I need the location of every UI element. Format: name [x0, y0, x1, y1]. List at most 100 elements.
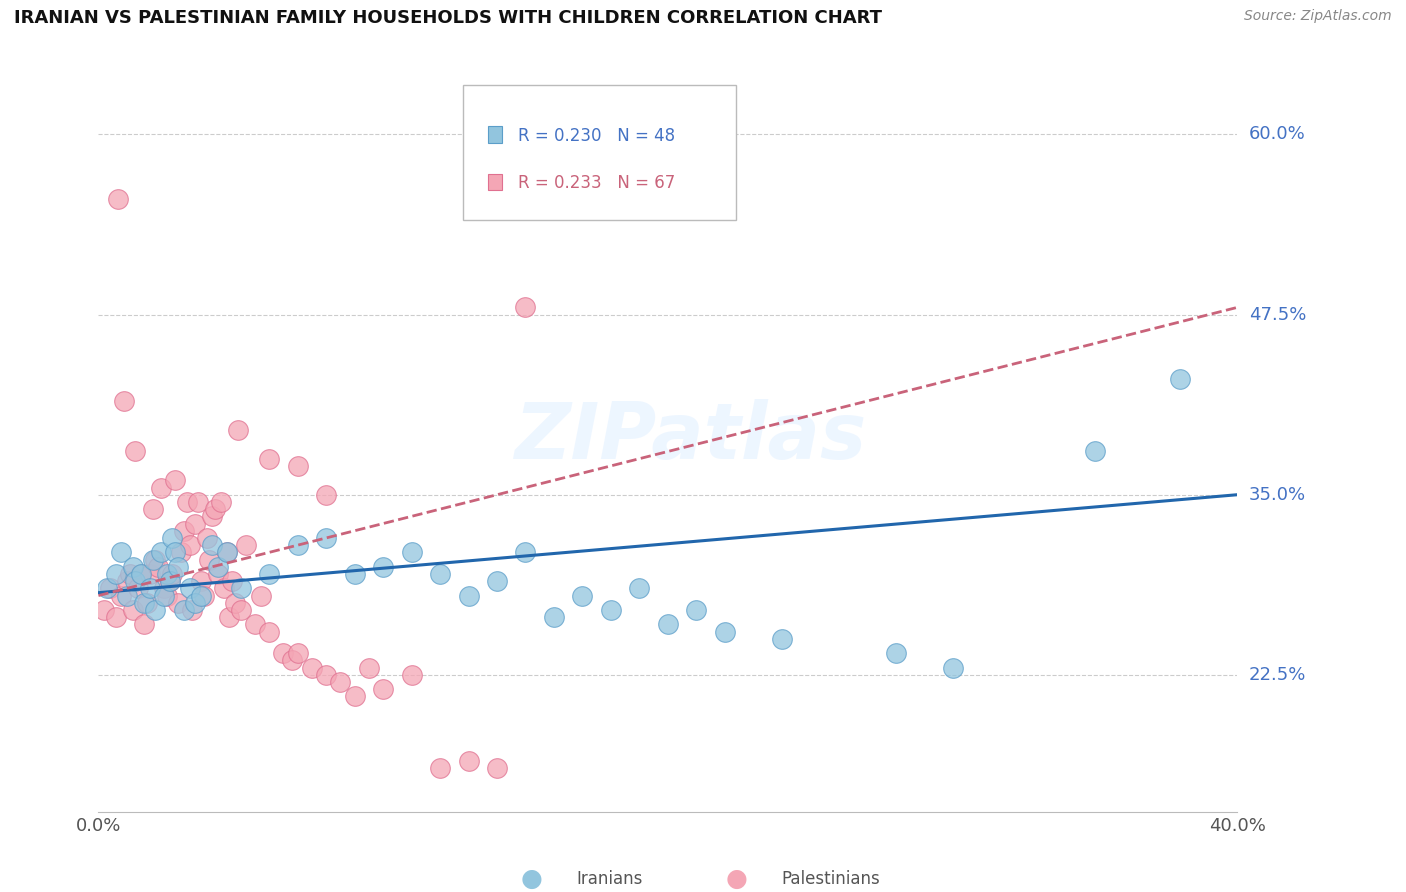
Point: [138, 582, 160, 596]
Point: [315, 531, 337, 545]
Point: [167, 559, 190, 574]
Point: [281, 653, 304, 667]
Point: [187, 495, 209, 509]
Point: [215, 545, 238, 559]
Text: ●: ●: [520, 867, 543, 891]
Text: ZIPatlas: ZIPatlas: [515, 399, 866, 475]
Point: [127, 582, 149, 596]
Bar: [488, 127, 502, 143]
Point: [201, 538, 224, 552]
Point: [115, 589, 138, 603]
Point: [628, 582, 651, 596]
Point: [179, 538, 201, 552]
Point: [110, 545, 132, 559]
Point: [486, 574, 509, 589]
Point: [457, 589, 479, 603]
Point: [600, 603, 623, 617]
Point: [224, 596, 246, 610]
Point: [229, 582, 252, 596]
Point: [159, 574, 181, 589]
Point: [515, 301, 537, 315]
Point: [179, 582, 201, 596]
Point: [315, 668, 337, 682]
Point: [221, 574, 243, 589]
Point: [145, 603, 167, 617]
Point: [190, 589, 212, 603]
Text: R = 0.233   N = 67: R = 0.233 N = 67: [517, 174, 675, 192]
Point: [218, 610, 240, 624]
Point: [301, 660, 323, 674]
Point: [150, 545, 173, 559]
Point: [259, 566, 281, 581]
Text: 35.0%: 35.0%: [1249, 486, 1306, 504]
Point: [145, 552, 167, 566]
Point: [287, 646, 309, 660]
Text: IRANIAN VS PALESTINIAN FAMILY HOUSEHOLDS WITH CHILDREN CORRELATION CHART: IRANIAN VS PALESTINIAN FAMILY HOUSEHOLDS…: [14, 9, 882, 27]
Point: [153, 582, 176, 596]
Point: [259, 451, 281, 466]
Point: [184, 516, 207, 531]
Point: [173, 524, 195, 538]
Point: [121, 559, 143, 574]
Point: [132, 617, 155, 632]
Point: [129, 566, 152, 581]
Point: [176, 495, 198, 509]
Point: [153, 589, 176, 603]
Text: ●: ●: [725, 867, 747, 891]
Point: [184, 596, 207, 610]
Point: [159, 574, 181, 589]
Point: [156, 589, 179, 603]
Point: [209, 495, 232, 509]
Point: [135, 596, 157, 610]
Point: [770, 632, 793, 646]
Point: [457, 754, 479, 768]
Point: [104, 610, 127, 624]
Point: [401, 545, 423, 559]
Point: [1170, 372, 1192, 386]
Point: [226, 423, 249, 437]
Point: [201, 509, 224, 524]
Point: [249, 589, 271, 603]
Point: [429, 566, 451, 581]
Point: [343, 566, 366, 581]
Point: [329, 675, 352, 690]
Text: Iranians: Iranians: [576, 871, 643, 888]
Point: [181, 603, 204, 617]
Point: [357, 660, 380, 674]
Point: [141, 552, 163, 566]
Point: [132, 596, 155, 610]
Text: Source: ZipAtlas.com: Source: ZipAtlas.com: [1244, 9, 1392, 23]
Point: [124, 574, 146, 589]
Point: [148, 559, 170, 574]
Point: [273, 646, 295, 660]
Point: [515, 545, 537, 559]
Point: [315, 488, 337, 502]
Point: [107, 192, 129, 206]
Point: [104, 566, 127, 581]
Point: [343, 690, 366, 704]
Point: [884, 646, 907, 660]
Point: [150, 481, 173, 495]
Point: [287, 458, 309, 473]
Point: [98, 582, 121, 596]
Point: [173, 603, 195, 617]
Text: Palestinians: Palestinians: [782, 871, 880, 888]
Point: [141, 502, 163, 516]
Point: [373, 682, 395, 697]
Point: [685, 603, 707, 617]
Point: [156, 566, 179, 581]
Point: [571, 589, 593, 603]
Point: [543, 610, 565, 624]
Point: [162, 566, 184, 581]
Point: [243, 617, 266, 632]
Point: [129, 566, 152, 581]
Point: [193, 589, 215, 603]
Point: [235, 538, 257, 552]
Point: [118, 566, 141, 581]
Point: [190, 574, 212, 589]
Point: [124, 444, 146, 458]
Point: [165, 545, 187, 559]
Point: [657, 617, 679, 632]
Point: [110, 589, 132, 603]
Point: [138, 566, 160, 581]
